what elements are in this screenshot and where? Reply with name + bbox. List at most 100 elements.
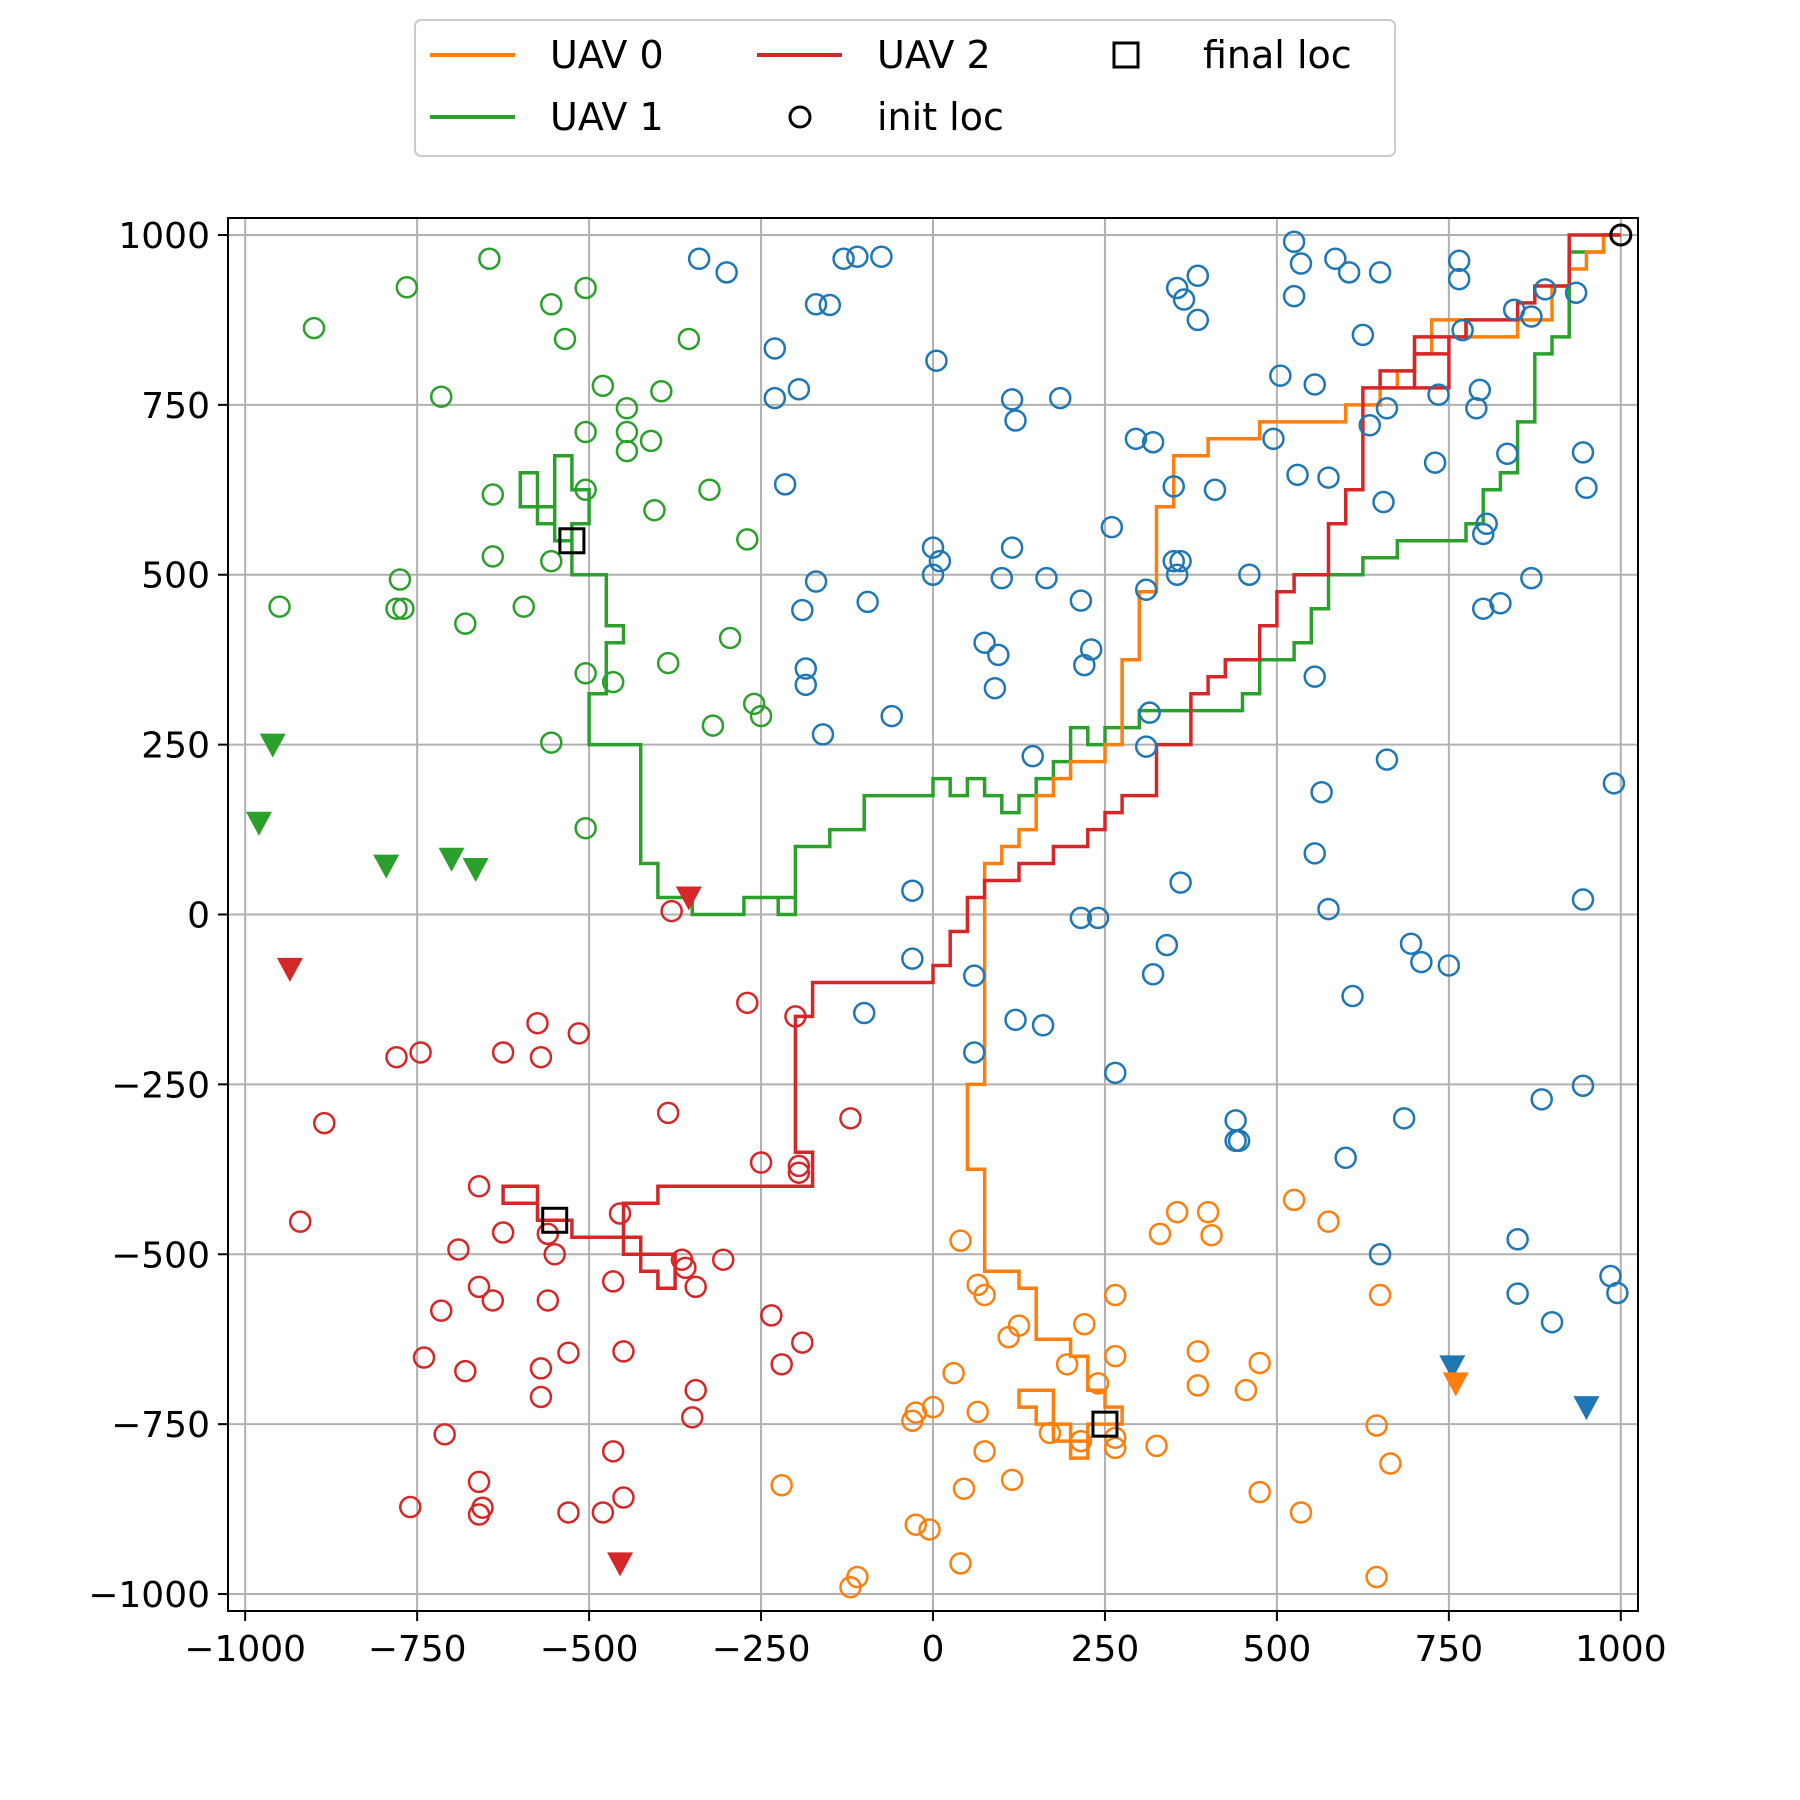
target-point-red — [784, 1005, 807, 1028]
target-point-red — [674, 1256, 697, 1280]
target-point-blue — [1506, 1228, 1529, 1251]
target-point-green — [656, 651, 680, 675]
target-point-green — [650, 380, 673, 403]
target-point-blue — [1602, 772, 1626, 795]
target-point-blue — [1564, 281, 1588, 304]
target-point-red — [601, 1270, 625, 1293]
target-point-blue — [1141, 963, 1165, 986]
target-point-orange — [1186, 1340, 1210, 1363]
target-point-blue — [773, 473, 797, 496]
target-point-blue — [804, 570, 828, 593]
triangle-marker-red — [607, 1552, 634, 1577]
grid-lines — [228, 218, 1638, 1611]
target-point-red — [433, 1423, 456, 1446]
target-point-blue — [987, 643, 1010, 667]
target-point-orange — [1248, 1480, 1271, 1504]
target-point-green — [540, 293, 563, 316]
target-point-orange — [1038, 1421, 1062, 1445]
target-point-blue — [990, 566, 1014, 590]
target-point-red — [684, 1378, 707, 1402]
target-point-blue — [1530, 1088, 1553, 1111]
target-point-blue — [1141, 430, 1165, 454]
target-point-blue — [1337, 261, 1361, 284]
target-point-blue — [1165, 276, 1189, 300]
target-point-blue — [687, 247, 711, 271]
target-point-blue — [1520, 566, 1543, 590]
target-point-blue — [1238, 563, 1261, 586]
target-point-blue — [1571, 1074, 1595, 1097]
target-point-orange — [1365, 1414, 1388, 1437]
target-point-blue — [1303, 373, 1326, 396]
target-point-blue — [963, 1041, 986, 1064]
target-point-orange — [966, 1400, 989, 1424]
legend-label: UAV 0 — [550, 33, 664, 77]
target-point-blue — [1286, 463, 1309, 487]
target-point-orange — [1196, 1200, 1220, 1224]
target-point-red — [681, 1406, 704, 1429]
legend-square-swatch — [1112, 41, 1140, 69]
legend-label: UAV 1 — [550, 95, 664, 139]
target-point-blue — [1575, 476, 1598, 500]
target-point-blue — [1427, 383, 1450, 406]
target-point-red — [529, 1385, 553, 1409]
target-point-blue — [1496, 442, 1519, 466]
target-point-blue — [1341, 984, 1364, 1008]
target-point-blue — [880, 704, 903, 728]
target-point-red — [557, 1341, 580, 1365]
target-point-blue — [1172, 288, 1196, 311]
target-point-green — [302, 316, 326, 340]
target-point-red — [454, 1359, 477, 1383]
y-tick-label: 250 — [141, 726, 210, 767]
trajectory-uav-1 — [518, 233, 1621, 917]
target-point-blue — [1138, 701, 1161, 724]
target-point-blue — [1186, 308, 1210, 332]
target-point-green — [701, 714, 725, 737]
target-point-blue — [1303, 842, 1326, 865]
triangle-marker-blue — [1439, 1355, 1466, 1380]
target-point-red — [313, 1111, 336, 1135]
target-point-orange — [1186, 1374, 1210, 1397]
final-loc-marker — [541, 1206, 569, 1234]
y-tick-label: 500 — [141, 556, 210, 597]
target-point-blue — [1134, 735, 1158, 758]
target-point-blue — [1000, 388, 1024, 411]
triangle-marker-red — [276, 957, 303, 982]
target-point-green — [639, 429, 663, 453]
target-point-red — [567, 1022, 591, 1045]
target-point-red — [399, 1495, 422, 1519]
target-point-red — [612, 1340, 635, 1363]
triangle-marker-green — [462, 857, 489, 882]
target-point-orange — [949, 1552, 972, 1575]
target-point-blue — [1186, 264, 1210, 288]
target-point-red — [529, 1045, 553, 1069]
target-point-orange — [1200, 1223, 1223, 1247]
target-point-green — [698, 478, 721, 502]
target-point-orange — [1104, 1283, 1127, 1307]
triangle-marker-orange — [1442, 1372, 1469, 1397]
target-point-blue — [1468, 378, 1492, 402]
x-tick-label: −500 — [540, 1629, 639, 1670]
target-point-blue — [1073, 653, 1096, 677]
trajectory-uav-2 — [501, 233, 1621, 1290]
target-point-blue — [1169, 549, 1192, 573]
target-point-red — [660, 899, 683, 923]
target-point-blue — [1540, 1310, 1564, 1334]
target-point-green — [574, 420, 597, 444]
target-point-green — [574, 478, 597, 502]
target-point-blue — [1358, 414, 1382, 437]
target-point-green — [388, 568, 412, 591]
target-point-orange — [1365, 1565, 1388, 1589]
target-point-red — [711, 1248, 735, 1271]
target-point-orange — [1148, 1222, 1172, 1246]
final-loc-marker — [1091, 1410, 1119, 1438]
target-point-green — [553, 327, 577, 351]
axes-layer: −1000 −750 −500 −250 0 250 500 750 1000 −1000 −750… — [88, 216, 1666, 1670]
target-point-blue — [1162, 549, 1185, 573]
target-point-red — [839, 1107, 862, 1130]
legend-label: init loc — [877, 95, 1004, 139]
target-point-blue — [1606, 1281, 1629, 1305]
target-point-red — [467, 1503, 491, 1526]
target-point-blue — [1423, 451, 1447, 474]
target-point-blue — [1489, 592, 1512, 615]
target-point-blue — [1289, 252, 1313, 275]
